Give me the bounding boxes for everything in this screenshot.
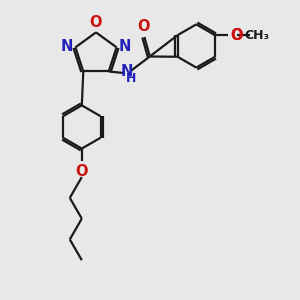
Text: O: O <box>230 28 242 43</box>
Text: H: H <box>126 72 137 85</box>
Text: O: O <box>90 15 102 30</box>
Text: CH₃: CH₃ <box>244 29 269 42</box>
Text: N: N <box>121 64 134 79</box>
Text: N: N <box>119 39 131 54</box>
Text: O: O <box>76 164 88 179</box>
Text: N: N <box>61 39 73 54</box>
Text: O: O <box>137 19 150 34</box>
Text: O: O <box>230 28 242 43</box>
